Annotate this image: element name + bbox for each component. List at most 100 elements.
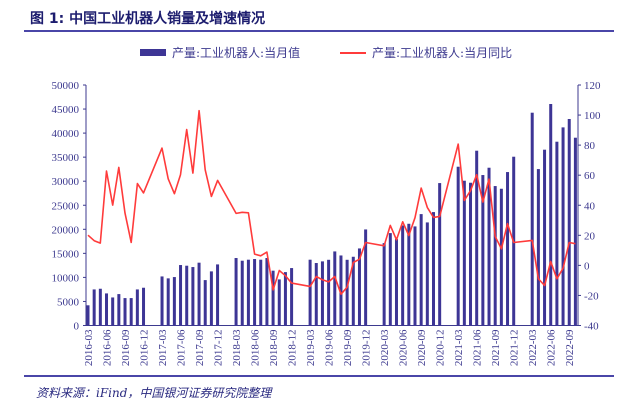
bar: [142, 287, 146, 326]
left-tick-label: 35000: [52, 152, 80, 164]
bar: [185, 265, 189, 326]
bar: [283, 272, 287, 326]
x-tick-label: 2021-06: [472, 329, 484, 366]
bar: [135, 289, 139, 326]
bar: [166, 278, 170, 326]
figure-title: 图 1: 中国工业机器人销量及增速情况: [30, 11, 266, 27]
x-tick-label: 2017-06: [176, 329, 188, 366]
x-tick-label: 2021-09: [490, 329, 502, 366]
bar: [456, 166, 460, 326]
bar: [253, 259, 257, 326]
x-tick-label: 2019-03: [305, 329, 317, 366]
legend-swatch-bar: [140, 49, 166, 56]
x-tick-label: 2020-12: [435, 330, 447, 367]
bar: [117, 294, 121, 326]
legend-swatch-line: [340, 51, 366, 54]
x-tick-label: 2018-12: [287, 330, 299, 367]
x-tick-label: 2022-06: [546, 329, 558, 366]
bar: [172, 277, 176, 326]
bar: [308, 259, 312, 326]
bar: [561, 127, 565, 326]
x-tick-label: 2020-06: [398, 329, 410, 366]
bar: [191, 267, 195, 326]
x-tick-label: 2022-03: [527, 329, 539, 366]
bar: [123, 298, 127, 326]
x-tick-label: 2019-12: [361, 330, 373, 367]
x-tick-label: 2016-09: [120, 329, 132, 366]
left-tick-label: 30000: [52, 176, 80, 188]
bar: [419, 214, 423, 326]
bar: [105, 293, 109, 326]
x-tick-label: 2017-09: [194, 329, 206, 366]
legend-label: 产量:工业机器人:当月同比: [372, 46, 513, 60]
bar: [543, 149, 547, 326]
bar: [425, 222, 429, 326]
bar: [475, 150, 479, 326]
bar: [179, 265, 183, 326]
bar: [413, 226, 417, 326]
bar: [401, 225, 405, 326]
bar: [493, 186, 497, 326]
footer-divider: [24, 375, 614, 377]
bar: [290, 268, 294, 326]
bar: [197, 262, 201, 326]
right-tick-label: 80: [584, 140, 596, 152]
bar: [506, 172, 510, 326]
bar: [129, 298, 133, 326]
x-tick-label: 2017-03: [157, 329, 169, 366]
x-tick-label: 2018-06: [250, 329, 262, 366]
bar: [394, 239, 398, 326]
bar: [536, 169, 540, 326]
bar: [271, 270, 275, 326]
legend-item-line: 产量:工业机器人:当月同比: [340, 44, 512, 61]
bar: [339, 255, 343, 326]
bar: [357, 248, 361, 326]
right-tick-label: -40: [584, 321, 599, 333]
x-tick-label: 2019-06: [324, 329, 336, 366]
legend-label: 产量:工业机器人:当月值: [172, 46, 301, 60]
x-tick-label: 2022-09: [564, 329, 576, 366]
x-tick-label: 2021-12: [509, 330, 521, 367]
bar: [203, 280, 207, 326]
bar: [314, 263, 318, 326]
bar: [481, 175, 485, 326]
x-tick-label: 2019-09: [342, 329, 354, 366]
x-tick-label: 2018-09: [268, 329, 280, 366]
bar: [530, 112, 534, 326]
bar: [333, 251, 337, 326]
bar: [111, 297, 115, 326]
left-tick-label: 15000: [52, 248, 80, 260]
bar: [98, 288, 102, 326]
bar: [234, 258, 238, 326]
left-tick-label: 5000: [57, 296, 80, 308]
x-tick-label: 2016-12: [139, 330, 151, 367]
bar: [327, 259, 331, 326]
bar: [277, 279, 281, 326]
bar: [469, 182, 473, 326]
bar: [462, 180, 466, 326]
left-tick-label: 40000: [52, 128, 80, 140]
left-tick-label: 20000: [52, 224, 80, 236]
left-tick-label: 25000: [52, 200, 80, 212]
x-tick-label: 2021-03: [453, 329, 465, 366]
bar: [438, 183, 442, 326]
x-tick-label: 2018-03: [231, 329, 243, 366]
bar: [407, 223, 411, 326]
bar: [259, 259, 263, 326]
right-tick-label: 100: [584, 110, 601, 122]
bar: [209, 271, 213, 326]
bar: [364, 229, 368, 326]
bar: [246, 259, 250, 326]
bar: [345, 259, 349, 326]
bar: [431, 212, 435, 326]
right-tick-label: -20: [584, 290, 599, 302]
bar: [216, 264, 220, 326]
bar: [487, 167, 491, 326]
bar: [382, 243, 386, 326]
bar: [549, 103, 553, 326]
bar: [320, 261, 324, 326]
bar: [351, 256, 355, 326]
x-tick-label: 2020-09: [416, 329, 428, 366]
bar: [240, 260, 244, 326]
bar: [160, 276, 164, 326]
